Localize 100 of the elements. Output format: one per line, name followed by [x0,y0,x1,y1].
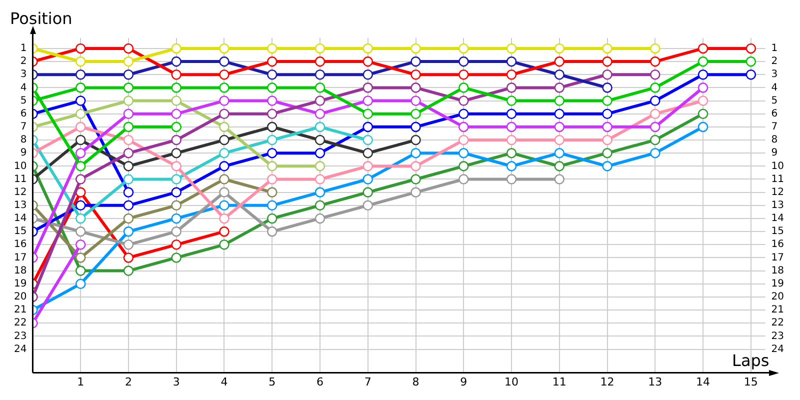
point [171,161,182,172]
point [123,108,134,120]
point [314,161,326,172]
y-tick-label: 13 [14,200,27,211]
point [314,134,326,146]
point [123,122,134,132]
x-tick-label: 9 [460,375,468,388]
point [75,266,86,276]
y2-tick-label: 15 [771,226,784,238]
point [75,43,86,54]
y2-tick-label: 1 [771,43,778,54]
point [458,43,469,54]
point [554,96,565,106]
point [171,108,182,120]
point [458,56,469,67]
x-tick-label: 15 [744,375,758,388]
point [266,148,278,158]
point [123,69,134,80]
point [362,187,374,198]
y-tick-label: 2 [20,56,27,68]
y2-tick-label: 2 [771,56,778,68]
point [650,122,660,132]
y2-tick-label: 5 [771,95,778,106]
point [266,174,278,184]
point [266,96,278,106]
point [123,174,134,184]
y2-tick-label: 14 [771,213,784,224]
y2-tick-label: 17 [771,252,784,264]
point [75,69,86,80]
point [266,200,278,211]
y2-tick-label: 6 [771,108,778,120]
x-tick-label: 13 [648,375,662,388]
point [75,278,86,290]
point [410,174,421,184]
point [602,69,612,80]
point [123,96,134,106]
point [314,213,326,224]
point [410,56,421,67]
point [123,43,134,54]
y-tick-label: 1 [20,43,27,54]
x-tick-label: 1 [77,375,84,388]
point [123,252,134,263]
point [123,200,134,211]
point [554,148,565,158]
point [362,43,374,54]
point [75,252,86,263]
point [123,213,134,224]
point [746,69,756,80]
point [602,148,612,158]
point [554,122,565,132]
y-tick-label: 7 [20,122,27,133]
point [362,148,374,158]
point [314,96,326,106]
point [171,69,182,80]
x-tick-label: 4 [220,375,228,388]
y2-tick-label: 9 [771,148,778,159]
point [123,134,134,146]
point [171,239,182,250]
point [75,161,86,172]
point [219,187,230,198]
point [362,108,374,120]
point [698,122,708,132]
point [458,82,469,93]
point [219,108,230,120]
point [171,187,182,198]
point [506,56,517,67]
y-tick-label: 19 [14,278,27,290]
point [266,43,278,54]
point [171,213,182,224]
y2-tick-label: 8 [771,134,778,146]
y-tick-label: 5 [20,95,27,106]
x-tick-label: 8 [412,375,420,388]
point [123,226,134,237]
point [554,134,565,146]
point [410,134,421,146]
point [75,82,86,93]
y2-tick-label: 18 [771,265,784,276]
point [458,96,469,106]
y2-tick-label: 19 [771,278,784,290]
point [123,56,134,67]
point [602,96,612,106]
y2-tick-label: 4 [771,82,778,94]
point [602,134,612,146]
point [458,69,469,80]
y2-tick-label: 13 [771,200,784,211]
point [698,43,708,54]
point [506,96,517,106]
point [123,161,134,172]
x-tick-label: 7 [364,375,372,388]
point [219,82,230,93]
point [219,200,230,211]
y2-tick-label: 7 [771,122,778,133]
point [410,108,421,120]
point [266,134,278,146]
point [410,122,421,132]
y-tick-label: 17 [14,252,27,264]
point [362,200,374,211]
point [362,56,374,67]
y-tick-label: 11 [14,174,27,185]
point [554,69,565,80]
